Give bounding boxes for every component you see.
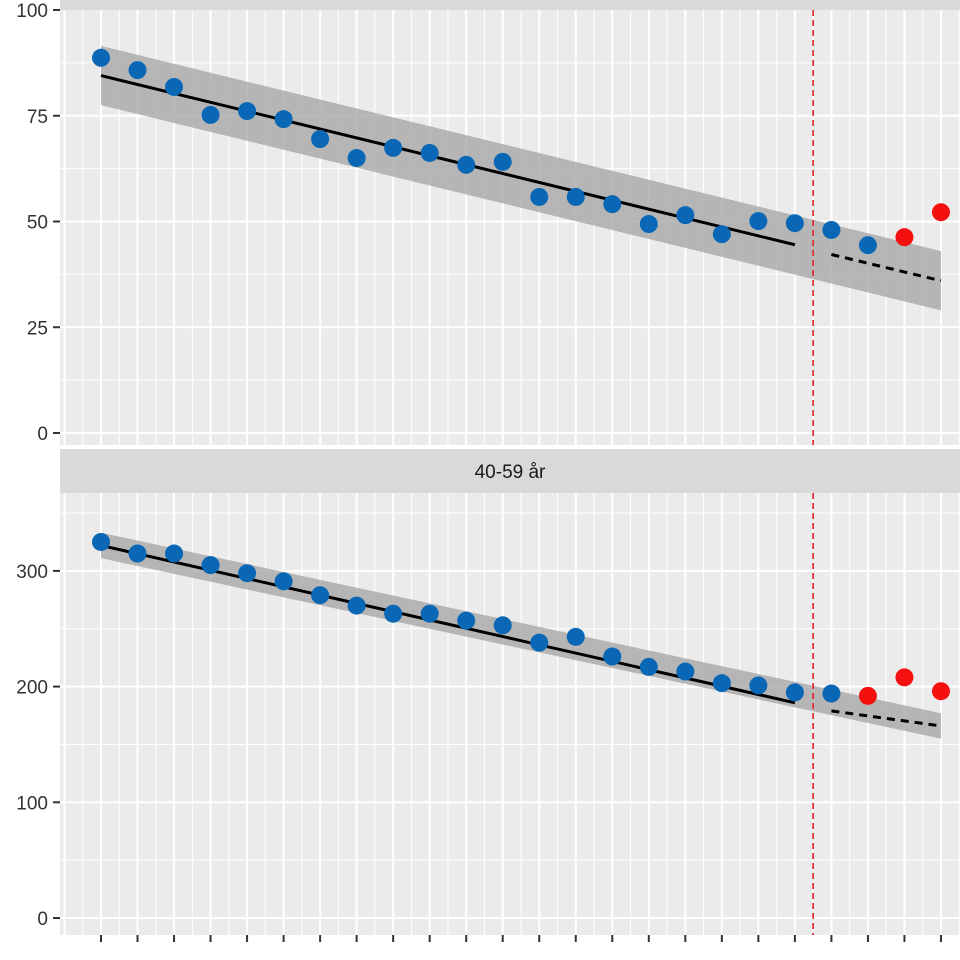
data-point bbox=[201, 105, 220, 124]
data-point bbox=[858, 686, 877, 705]
data-point bbox=[420, 604, 439, 623]
facet-strip bbox=[60, 0, 960, 10]
facet-strip bbox=[60, 449, 960, 493]
data-point bbox=[347, 149, 366, 168]
data-point bbox=[712, 674, 731, 693]
data-point bbox=[603, 195, 622, 214]
forecast-line bbox=[831, 253, 942, 283]
data-point bbox=[822, 684, 841, 703]
forecast-line bbox=[831, 709, 942, 728]
data-point bbox=[420, 143, 439, 162]
data-point bbox=[347, 596, 366, 615]
data-point bbox=[493, 616, 512, 635]
data-point bbox=[895, 668, 914, 687]
data-point bbox=[566, 627, 585, 646]
y-tick-label: 100 bbox=[16, 793, 48, 814]
data-point bbox=[931, 682, 950, 701]
data-point bbox=[530, 187, 549, 206]
data-point bbox=[238, 102, 257, 121]
facet-strip-label: 40-59 år bbox=[475, 462, 546, 483]
data-point bbox=[128, 544, 147, 563]
y-tick-label: 50 bbox=[27, 213, 48, 234]
data-point bbox=[384, 604, 403, 623]
data-point bbox=[165, 544, 184, 563]
data-point bbox=[530, 633, 549, 652]
y-tick-label: 200 bbox=[16, 678, 48, 699]
y-tick-label: 0 bbox=[37, 424, 48, 445]
panel-2: 40-59 år 0 100 200 300 bbox=[16, 449, 960, 935]
data-point bbox=[895, 228, 914, 247]
data-point bbox=[603, 647, 622, 666]
data-point bbox=[165, 77, 184, 96]
data-point bbox=[274, 110, 293, 129]
y-tick-label: 100 bbox=[16, 1, 48, 22]
data-point bbox=[676, 662, 695, 681]
data-point bbox=[493, 152, 512, 171]
data-point bbox=[238, 564, 257, 583]
data-point bbox=[749, 676, 768, 695]
data-point bbox=[128, 61, 147, 80]
y-tick-label: 0 bbox=[37, 909, 48, 930]
data-point bbox=[785, 214, 804, 233]
data-point bbox=[712, 225, 731, 244]
data-point bbox=[822, 220, 841, 239]
data-point bbox=[639, 657, 658, 676]
data-point bbox=[785, 683, 804, 702]
data-point bbox=[457, 155, 476, 174]
data-point bbox=[676, 206, 695, 225]
data-point bbox=[384, 138, 403, 157]
y-tick-label: 75 bbox=[27, 107, 48, 128]
data-point bbox=[274, 572, 293, 591]
data-point bbox=[858, 236, 877, 255]
data-point bbox=[639, 215, 658, 234]
data-point bbox=[311, 586, 330, 605]
data-point bbox=[749, 212, 768, 231]
data-point bbox=[457, 611, 476, 630]
data-point bbox=[566, 187, 585, 206]
panel-1: 0 25 50 75 100 bbox=[16, 0, 960, 445]
y-tick-label: 300 bbox=[16, 562, 48, 583]
data-point bbox=[311, 130, 330, 149]
y-tick-label: 25 bbox=[27, 318, 48, 339]
data-point bbox=[201, 556, 220, 575]
data-point bbox=[92, 532, 110, 551]
data-point bbox=[931, 203, 950, 222]
data-point bbox=[92, 48, 110, 67]
